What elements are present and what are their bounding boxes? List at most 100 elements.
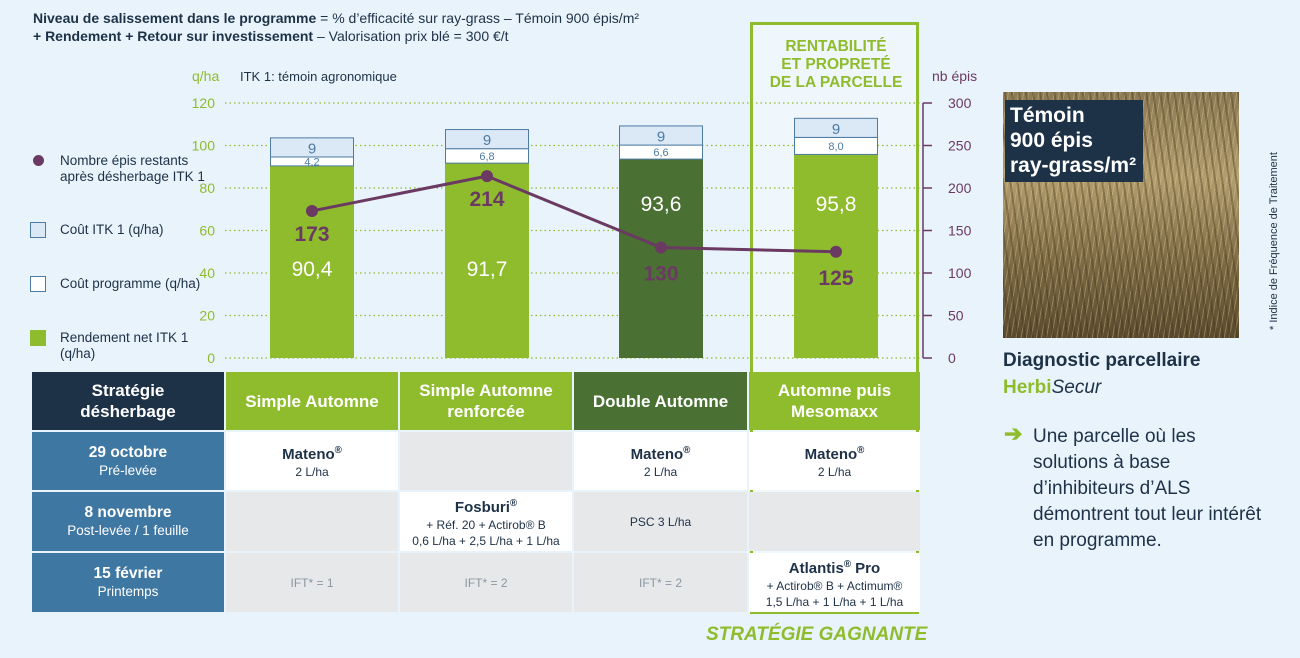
herbisecur-brand: HerbiSecur [1003,377,1102,398]
data-label-cout-itk: 9 [483,132,491,149]
left-axis-tick-label: 100 [192,138,216,154]
point-epis [306,204,318,217]
data-label-cout-programme: 4,2 [304,156,319,168]
product-dose: 2 L/ha [295,465,329,479]
left-axis-tick-label: 20 [199,308,215,324]
product-dose: PSC 3 L/ha [629,514,692,529]
right-axis-tick-label: 200 [948,180,972,196]
header-line-2: + Rendement + Retour sur investissement … [33,28,509,44]
yield-chart: 0 20 40 60 80 100 120 0 50 100 150 200 250 300 q/ha ITK… [192,68,978,366]
ift-value: IFT* = 2 [638,575,682,590]
table-header-corner-label: Stratégie désherbage [80,381,176,421]
data-label-epis: 173 [294,223,329,246]
row-stage: Post-levée / 1 feuille [67,523,189,538]
table-header-label: Simple Automne [245,391,379,411]
chart-subtitle: ITK 1: témoin agronomique [240,69,397,84]
data-label-cout-itk: 9 [308,140,316,157]
table-cell: IFT* = 2 [574,553,747,612]
left-axis-tick-label: 80 [199,180,215,196]
photo-caption: Témoin 900 épis ray-grass/m² [1005,100,1144,182]
ift-footnote: * Indice de Fréquence de Traitement [1268,152,1280,330]
right-axis-tick-label: 300 [948,95,972,111]
row-date: 15 février [93,565,163,582]
left-axis-tick-label: 0 [207,350,215,366]
data-label-cout-programme: 8,0 [828,141,843,153]
table-header-cell: Simple Automne renforcée [400,372,572,430]
table-cell: Mateno® 2 L/ha [749,432,920,490]
ift-value: IFT* = 2 [464,575,508,590]
right-axis-tick-label: 50 [948,308,964,324]
point-epis [830,245,842,258]
data-label-cout-programme: 6,8 [479,151,494,163]
right-axis-tick-label: 150 [948,223,972,239]
left-axis-tick-label: 120 [192,95,216,111]
table-row-label: 15 février Printemps [32,553,224,612]
table-cell: PSC 3 L/ha [574,492,747,551]
data-label-epis: 125 [818,267,853,290]
product-name: Fosburi® [454,497,518,516]
table-cell: Mateno® 2 L/ha [574,432,747,490]
table-header-cell: Automne puis Mesomaxx [749,372,920,430]
diagnostic-text: Une parcelle où les solutions à base d’i… [1033,426,1262,551]
data-label-cout-programme: 6,6 [653,147,668,159]
table-cell: Fosburi® + Réf. 20 + Actirob® B 0,6 L/ha +… [400,492,572,551]
row-stage: Pré-levée [99,462,157,478]
table-header-corner: Stratégie désherbage [32,372,224,430]
right-axis-tick-label: 100 [948,265,972,281]
data-label-cout-itk: 9 [657,129,665,146]
data-label-rendement: 93,6 [641,193,682,216]
product-name: Mateno® [282,445,342,463]
product-dose: + Réf. 20 + Actirob® B [426,517,546,532]
product-dose: + Actirob® B + Actimum® [766,578,903,593]
product-name: Mateno® [630,445,691,463]
product-dose-2: 0,6 L/ha + 2,5 L/ha + 1 L/ha [412,533,560,548]
bar-rendement [270,165,354,358]
left-axis-unit: q/ha [192,68,219,84]
product-dose: 2 L/ha [643,465,678,479]
table-row-label: 29 octobre Pré-levée [32,432,224,490]
row-date: 29 octobre [88,443,168,461]
data-label-epis: 214 [469,188,504,211]
bar-rendement [445,163,529,358]
row-date: 8 novembre [84,504,172,521]
left-axis-tick-label: 60 [199,223,215,239]
right-axis-tick-label: 0 [948,350,956,366]
data-label-epis: 130 [643,263,678,286]
bar-cout-itk [794,117,878,138]
product-name: Atlantis® Pro [788,558,881,577]
line-epis [311,174,837,254]
highlight-title: RENTABILITÉ ET PROPRETÉ DE LA PARCELLE [769,38,903,91]
data-label-rendement: 91,7 [467,258,508,281]
right-axis-tick-label: 250 [948,138,972,154]
bar-cout-itk [619,125,703,146]
ift-value: IFT* = 1 [290,575,334,590]
table-header-cell: Simple Automne [226,372,398,430]
right-axis-unit: nb épis [932,68,977,84]
table-cell: Mateno® 2 L/ha [226,432,398,490]
bar-cout-itk [445,129,529,150]
table-cell [226,492,398,551]
legend-swatch-icon [30,222,46,238]
data-label-rendement: 95,8 [816,193,857,216]
left-axis-tick-label: 40 [199,265,215,281]
product-name: Mateno® [804,445,865,463]
arrow-right-icon: ➔ [1004,421,1023,446]
table-header-cell: Double Automne [574,372,747,430]
point-epis [481,170,493,183]
product-dose-2: 1,5 L/ha + 1 L/ha + 1 L/ha [765,594,904,609]
diagnostic-title: Diagnostic parcellaire [1003,350,1201,371]
point-epis [655,241,667,254]
bar-cout-itk [270,137,354,158]
data-label-cout-itk: 9 [832,121,840,138]
product-dose: 2 L/ha [817,465,852,479]
legend-swatch-icon [30,276,46,292]
legend-swatch-icon [30,330,46,346]
table-header-label: Simple Automne renforcée [419,381,553,421]
table-cell: Atlantis® Pro + Actirob® B + Actimum® 1,5 … [749,553,920,612]
table-row-label: 8 novembre Post-levée / 1 feuille [32,492,224,551]
table-cell [749,492,920,551]
row-stage: Printemps [97,584,159,599]
header-line-1: Niveau de salissement dans le programme … [33,10,640,26]
legend-dot-icon [33,155,44,166]
table-cell: IFT* = 1 [226,553,398,612]
